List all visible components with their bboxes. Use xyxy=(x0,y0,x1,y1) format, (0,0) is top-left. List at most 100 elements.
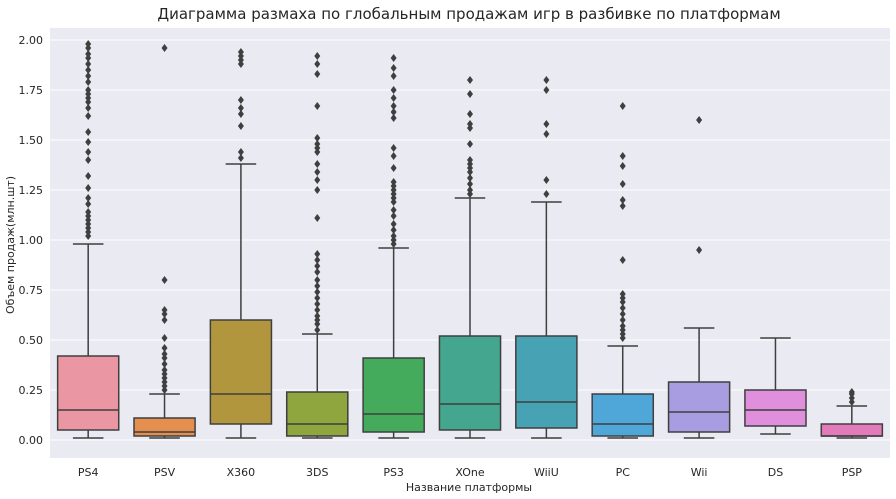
x-tick-label: PC xyxy=(616,466,631,479)
outlier-point xyxy=(390,212,397,220)
outlier-point xyxy=(161,334,168,342)
outlier-point xyxy=(161,276,168,284)
outlier-point xyxy=(237,110,244,118)
outlier-point xyxy=(467,174,473,182)
outlier-point xyxy=(85,112,92,120)
y-axis-label: Объем продаж(млн.шт) xyxy=(4,176,17,314)
outlier-point xyxy=(619,102,626,110)
outlier-point xyxy=(543,130,550,138)
x-tick-label: PS3 xyxy=(383,466,404,479)
box-iqr xyxy=(362,357,425,433)
outlier-point xyxy=(85,72,92,80)
outlier-point xyxy=(85,194,92,202)
outlier-point xyxy=(390,178,397,186)
outlier-point xyxy=(161,306,168,314)
outlier-point xyxy=(467,140,473,148)
chart-title: Диаграмма размаха по глобальным продажам… xyxy=(157,5,780,23)
outlier-point xyxy=(237,96,244,104)
outlier-point xyxy=(390,108,397,116)
outlier-point xyxy=(314,186,321,194)
outlier-point xyxy=(619,202,626,210)
outlier-point xyxy=(390,64,397,72)
outlier-point xyxy=(85,208,92,216)
x-tick-label: PSP xyxy=(842,466,863,479)
outlier-point xyxy=(619,196,626,204)
outlier-point xyxy=(314,262,321,270)
y-tick-label: 0.75 xyxy=(19,284,44,297)
outlier-point xyxy=(161,344,168,352)
outlier-point xyxy=(314,70,321,78)
outlier-point xyxy=(85,148,92,156)
outlier-point xyxy=(543,176,550,184)
outlier-point xyxy=(467,76,473,84)
box-iqr xyxy=(133,417,196,437)
outlier-point xyxy=(237,122,244,130)
box-iqr xyxy=(744,389,807,427)
outlier-point xyxy=(619,152,626,160)
outlier-point xyxy=(85,128,92,136)
outlier-point xyxy=(85,66,92,74)
outlier-point xyxy=(161,350,168,358)
outlier-point xyxy=(314,326,321,334)
box-iqr xyxy=(438,335,502,431)
outlier-point xyxy=(314,60,321,68)
outlier-point xyxy=(237,48,244,56)
outlier-point xyxy=(237,104,244,112)
outlier-point xyxy=(314,256,321,264)
box-wiiu xyxy=(515,76,578,439)
outlier-point xyxy=(314,300,321,308)
outlier-point xyxy=(314,282,321,290)
outlier-point xyxy=(390,54,397,62)
outlier-point xyxy=(390,232,397,240)
box-iqr xyxy=(209,319,273,425)
outlier-point xyxy=(237,154,244,162)
box-ds xyxy=(744,337,807,435)
outlier-point xyxy=(619,310,626,318)
outlier-point xyxy=(467,120,473,128)
outlier-point xyxy=(390,114,397,122)
box-iqr xyxy=(820,423,884,437)
outlier-point xyxy=(314,250,321,258)
box-psv xyxy=(133,44,196,439)
box-wii xyxy=(667,116,731,439)
outlier-point xyxy=(314,160,321,168)
outlier-point xyxy=(467,156,473,164)
y-tick-label: 1.25 xyxy=(19,184,44,197)
outlier-point xyxy=(314,288,321,296)
boxes xyxy=(56,40,884,439)
outlier-point xyxy=(85,40,92,48)
outlier-point xyxy=(390,72,397,80)
outlier-point xyxy=(467,110,473,118)
box-iqr xyxy=(667,381,731,433)
outlier-point xyxy=(390,102,397,110)
box-x360 xyxy=(209,48,273,439)
outlier-point xyxy=(390,220,397,228)
outlier-point xyxy=(390,206,397,214)
x-tick-label: Wii xyxy=(691,466,708,479)
outlier-point xyxy=(467,186,473,194)
box-xone xyxy=(438,76,502,439)
outlier-point xyxy=(314,294,321,302)
x-axis-label: Название платформы xyxy=(406,481,532,494)
outlier-point xyxy=(85,184,92,192)
x-tick-label: WiiU xyxy=(534,466,559,479)
outlier-point xyxy=(619,290,626,298)
outlier-point xyxy=(314,140,321,148)
outlier-point xyxy=(85,86,92,94)
x-axis-ticks: PS4 PSV X360 3DS PS3 XOne WiiU PC Wii DS PSP xyxy=(78,466,862,479)
outlier-point xyxy=(543,120,550,128)
outlier-point xyxy=(314,312,321,320)
outlier-point xyxy=(619,162,626,170)
x-tick-label: DS xyxy=(768,466,783,479)
outlier-point xyxy=(619,180,626,188)
box-iqr xyxy=(285,391,349,437)
outlier-point xyxy=(314,306,321,314)
outlier-point xyxy=(85,200,92,208)
y-tick-label: 1.75 xyxy=(19,84,44,97)
outlier-point xyxy=(696,246,703,254)
outlier-point xyxy=(85,50,92,58)
outlier-point xyxy=(314,176,321,184)
outlier-point xyxy=(390,86,397,94)
outlier-point xyxy=(85,60,92,68)
